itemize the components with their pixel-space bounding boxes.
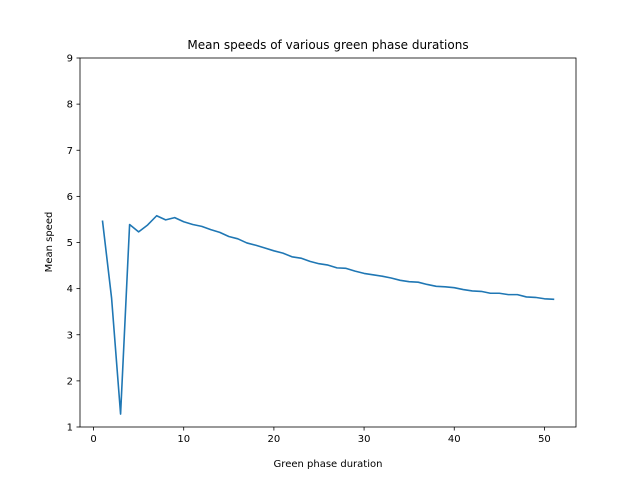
y-axis: 1 2 3 4 5 6 7 8 9 — [67, 54, 80, 434]
x-tick-label: 40 — [448, 434, 461, 445]
y-tick-label: 8 — [67, 100, 73, 111]
x-tick-label: 10 — [177, 434, 190, 445]
y-tick-label: 5 — [67, 238, 73, 249]
y-tick-label: 4 — [67, 284, 73, 295]
series-line-0 — [101, 214, 555, 415]
y-tick-label: 1 — [67, 423, 73, 434]
y-tick-label: 3 — [67, 330, 73, 341]
y-tick-label: 6 — [67, 192, 73, 203]
x-tick-label: 20 — [268, 434, 281, 445]
y-tick-label: 9 — [67, 54, 73, 65]
x-tick-label: 30 — [358, 434, 371, 445]
plot-area — [79, 57, 577, 428]
chart-title: Mean speeds of various green phase durat… — [187, 38, 468, 52]
y-tick-label: 2 — [67, 376, 73, 387]
axes-frame — [79, 57, 577, 428]
x-axis-label: Green phase duration — [274, 459, 383, 470]
x-axis: 0 10 20 30 40 50 — [90, 427, 551, 445]
x-tick-label: 0 — [90, 434, 96, 445]
y-tick-label: 7 — [67, 146, 73, 157]
y-axis-label: Mean speed — [44, 212, 55, 273]
x-tick-label: 50 — [538, 434, 551, 445]
